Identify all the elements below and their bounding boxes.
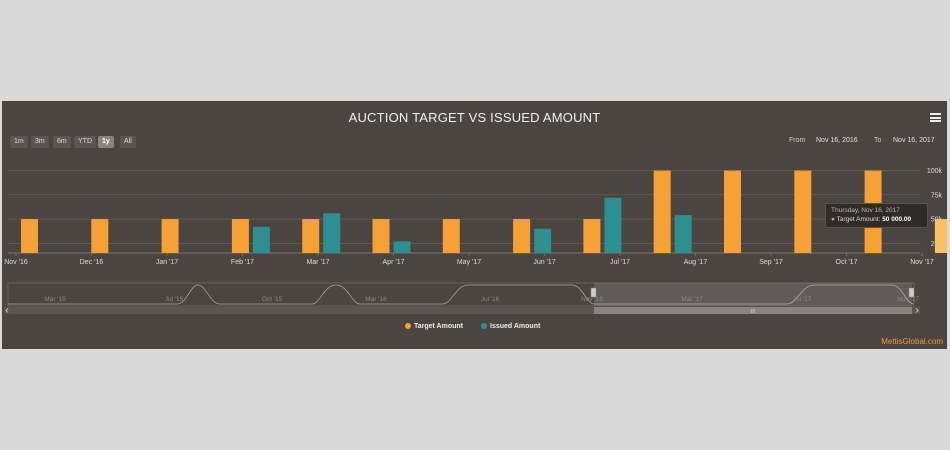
legend-dot-icon: [405, 323, 411, 329]
bar-target-amount: [794, 170, 812, 253]
to-date-input[interactable]: Nov 16, 2017: [893, 137, 935, 144]
bar-target-amount: [161, 219, 179, 253]
scroll-right-arrow-icon[interactable]: [915, 308, 919, 313]
hamburger-menu-icon[interactable]: [930, 113, 941, 122]
navigator-label: Jul '15: [165, 296, 184, 303]
x-tick-label: Apr '17: [383, 259, 405, 266]
bar-issued-amount: [604, 197, 622, 253]
x-tick-label: Nov '17: [910, 259, 934, 266]
bar-target-amount: [91, 219, 109, 253]
from-label: From: [789, 137, 806, 144]
bar-target-amount: [21, 219, 38, 253]
navigator-handle-left[interactable]: [590, 287, 597, 298]
scrollbar-track[interactable]: [4, 307, 920, 314]
bar-target-amount: [231, 219, 249, 253]
bar-issued-amount: [252, 226, 270, 253]
y-tick-label: 75k: [931, 192, 943, 199]
tooltip: Thursday, Nov 16, 2017 ● Target Amount: …: [825, 203, 928, 228]
x-tick-label: Aug '17: [684, 259, 708, 266]
legend-dot-icon: [481, 323, 487, 329]
x-tick-label: Jan '17: [156, 259, 178, 266]
chart-panel: AUCTION TARGET VS ISSUED AMOUNT 1m 3m 6m…: [2, 101, 947, 349]
x-tick-label: Jun '17: [533, 259, 555, 266]
scrollbar-grip: III: [751, 309, 755, 315]
navigator-label: Nov '16: [581, 296, 603, 303]
tooltip-bullet-icon: ●: [831, 216, 835, 223]
from-date-input[interactable]: Nov 16, 2016: [816, 137, 858, 144]
to-label: To: [874, 137, 882, 144]
bar-target-amount: [583, 219, 601, 253]
bar-issued-amount: [534, 228, 552, 253]
bar-issued-amount: [674, 215, 692, 253]
scroll-left-arrow-icon[interactable]: [5, 308, 9, 313]
navigator-frame: [7, 282, 915, 307]
x-tick-label: Mar '17: [306, 259, 329, 266]
x-tick-label: Sep '17: [759, 259, 783, 266]
range-button-6m[interactable]: 6m: [53, 136, 71, 148]
x-tick-label: May '17: [457, 259, 481, 266]
legend-label: Target Amount: [414, 323, 463, 330]
x-tick-label: Jul '17: [610, 259, 630, 266]
x-tick-label: Nov '16: [4, 259, 28, 266]
range-button-1y[interactable]: 1y: [98, 136, 114, 148]
tooltip-value: 50 000.00: [882, 216, 912, 223]
bar-issued-amount: [393, 241, 411, 253]
navigator-label: Mar '16: [365, 296, 387, 303]
bar-target-amount: [934, 219, 947, 253]
navigator-label: Jul '16: [481, 296, 500, 303]
navigator-series-line: [8, 284, 915, 305]
navigator-label: Nov '17: [897, 296, 919, 303]
legend-label: Issued Amount: [490, 323, 541, 330]
tooltip-date: Thursday, Nov 16, 2017: [831, 207, 900, 214]
bar-target-amount: [442, 219, 460, 253]
navigator-label: Oct '15: [262, 296, 283, 303]
range-button-ytd[interactable]: YTD: [74, 136, 96, 148]
x-tick-label: Dec '16: [80, 259, 104, 266]
navigator-label: Mar '17: [681, 296, 703, 303]
bar-target-amount: [372, 219, 390, 253]
bar-target-amount: [653, 170, 671, 253]
x-tick-label: Oct '17: [836, 259, 858, 266]
legend-issued-amount[interactable]: Issued Amount: [481, 323, 540, 330]
bar-issued-amount: [323, 213, 341, 253]
tooltip-series: Target Amount: [836, 216, 879, 223]
legend-target-amount[interactable]: Target Amount: [405, 323, 463, 330]
chart-title: AUCTION TARGET VS ISSUED AMOUNT: [348, 110, 601, 125]
y-tick-label: 100k: [927, 168, 943, 175]
navigator-handle-right[interactable]: [908, 287, 915, 298]
credit-link[interactable]: MettisGlobal.com: [881, 337, 943, 346]
bar-target-amount: [513, 219, 531, 253]
x-tick-label: Feb '17: [231, 259, 254, 266]
range-button-1m[interactable]: 1m: [10, 136, 28, 148]
range-button-all[interactable]: All: [120, 136, 136, 148]
navigator-selected-range: [594, 283, 912, 306]
navigator-label: Jul '17: [793, 296, 812, 303]
bar-target-amount: [724, 170, 741, 253]
range-button-3m[interactable]: 3m: [31, 136, 49, 148]
navigator-label: Mar '15: [44, 296, 66, 303]
scrollbar-thumb[interactable]: [594, 307, 912, 314]
bar-target-amount: [302, 219, 320, 253]
